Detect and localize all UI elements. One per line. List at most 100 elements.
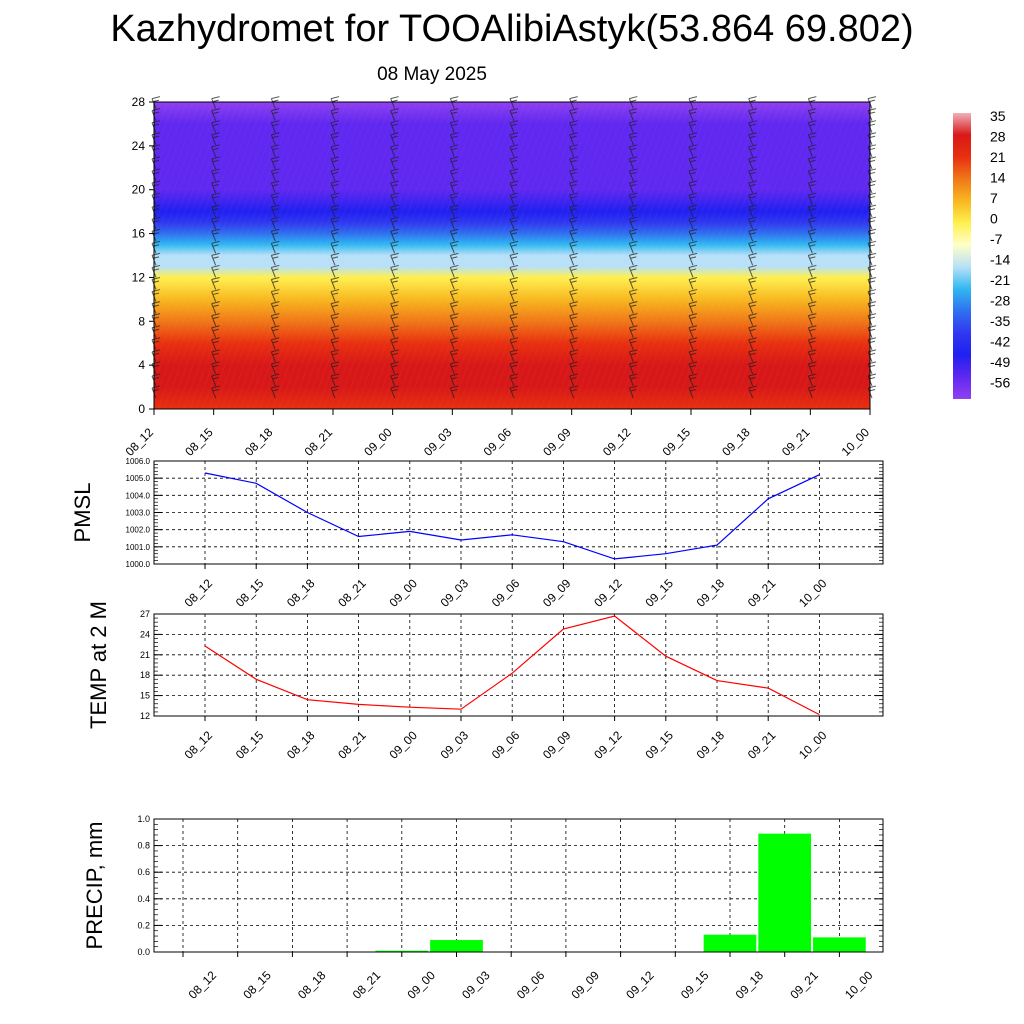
wind-barb xyxy=(807,192,817,206)
ytick-label: 24 xyxy=(140,629,150,639)
wind-barb xyxy=(688,96,698,109)
wind-barb xyxy=(509,204,519,218)
wind-barb xyxy=(628,192,638,206)
wind-barb xyxy=(509,301,519,314)
wind-barb xyxy=(628,289,638,302)
wind-barb xyxy=(748,120,757,133)
colorbar-label: 0 xyxy=(990,211,998,227)
wind-barb xyxy=(330,240,340,254)
wind-barb xyxy=(390,240,399,254)
wind-barb xyxy=(390,301,399,314)
wind-barb xyxy=(270,337,280,350)
wind-barb xyxy=(688,192,698,206)
wind-barb xyxy=(270,96,280,109)
wind-barb xyxy=(569,96,578,109)
wind-barb xyxy=(270,240,280,254)
wind-barb xyxy=(449,325,459,338)
wind-barb xyxy=(688,325,698,338)
wind-barb xyxy=(748,349,757,363)
chart-title: Kazhydromet for TOOAlibiAstyk(53.864 69.… xyxy=(110,8,914,50)
wind-barb xyxy=(569,337,578,350)
wind-barb xyxy=(569,289,578,302)
wind-barb xyxy=(390,385,399,399)
wind-barb xyxy=(807,349,817,363)
heatmap-ytick-label: 20 xyxy=(132,183,146,197)
wind-barb xyxy=(270,277,280,290)
wind-barb xyxy=(449,349,459,363)
wind-barb xyxy=(688,361,698,375)
wind-barb xyxy=(748,325,757,338)
wind-barb xyxy=(509,168,519,182)
heatmap-ytick-label: 24 xyxy=(132,139,146,153)
wind-barb xyxy=(807,108,817,121)
wind-barb xyxy=(211,216,220,230)
wind-barb xyxy=(330,156,340,170)
wind-barb xyxy=(807,373,817,387)
xtick-label: 10_00 xyxy=(842,968,876,1002)
heatmap-xtick-label: 08_15 xyxy=(182,425,216,459)
wind-barb xyxy=(748,264,757,278)
heatmap-xtick-label: 09_06 xyxy=(481,425,515,459)
wind-barb xyxy=(449,252,459,266)
xtick-label: 08_21 xyxy=(350,968,384,1002)
wind-barb xyxy=(211,192,220,206)
colorbar-label: -14 xyxy=(990,252,1010,268)
xtick-label: 09_06 xyxy=(489,576,523,610)
wind-barb xyxy=(748,361,757,375)
xtick-label: 09_21 xyxy=(745,728,779,762)
wind-barb xyxy=(569,277,578,290)
heatmap-xtick-label: 08_18 xyxy=(242,425,276,459)
wind-barb xyxy=(569,120,578,133)
ytick-label: 12 xyxy=(140,711,150,721)
wind-barb xyxy=(509,216,519,230)
wind-barb xyxy=(211,96,220,109)
wind-barb xyxy=(330,361,340,375)
wind-barb xyxy=(807,337,817,350)
xtick-label: 09_09 xyxy=(540,576,574,610)
wind-barb xyxy=(569,108,578,121)
wind-barb xyxy=(569,325,578,338)
wind-barb xyxy=(211,337,220,350)
wind-barb xyxy=(628,108,638,121)
ytick-label: 0.2 xyxy=(137,920,150,930)
wind-barb xyxy=(628,313,638,326)
wind-barb xyxy=(390,168,399,182)
precip-bar xyxy=(813,937,866,952)
wind-barb xyxy=(807,228,817,242)
wind-barb xyxy=(449,204,459,218)
xtick-label: 09_00 xyxy=(404,968,438,1002)
wind-barb xyxy=(509,349,519,363)
wind-barb xyxy=(628,385,638,399)
wind-barb xyxy=(211,180,220,194)
ytick-label: 0.6 xyxy=(137,867,150,877)
colorbar-label: -56 xyxy=(990,375,1010,391)
wind-barb xyxy=(449,264,459,278)
xtick-label: 10_00 xyxy=(796,576,830,610)
wind-barb xyxy=(569,349,578,363)
wind-barb xyxy=(330,277,340,290)
series-line xyxy=(204,615,820,716)
wind-barb xyxy=(807,301,817,314)
wind-barb xyxy=(449,144,459,158)
wind-barb xyxy=(270,132,280,145)
wind-barb xyxy=(748,156,757,170)
wind-barb xyxy=(807,144,817,158)
wind-barb xyxy=(628,301,638,314)
wind-barb xyxy=(449,168,459,182)
xtick-label: 09_03 xyxy=(438,576,472,610)
wind-barb xyxy=(748,132,757,145)
wind-barb xyxy=(270,156,280,170)
wind-barb xyxy=(628,252,638,266)
wind-barb xyxy=(449,192,459,206)
wind-barb xyxy=(569,252,578,266)
wind-barb xyxy=(688,240,698,254)
wind-barb xyxy=(211,240,220,254)
wind-barb xyxy=(688,108,698,121)
wind-barb xyxy=(449,289,459,302)
ytick-label: 1001.0 xyxy=(126,543,151,552)
heatmap-xtick-label: 08_12 xyxy=(123,425,157,459)
wind-barb xyxy=(748,373,757,387)
wind-barb xyxy=(688,168,698,182)
colorbar-label: 35 xyxy=(990,108,1006,124)
